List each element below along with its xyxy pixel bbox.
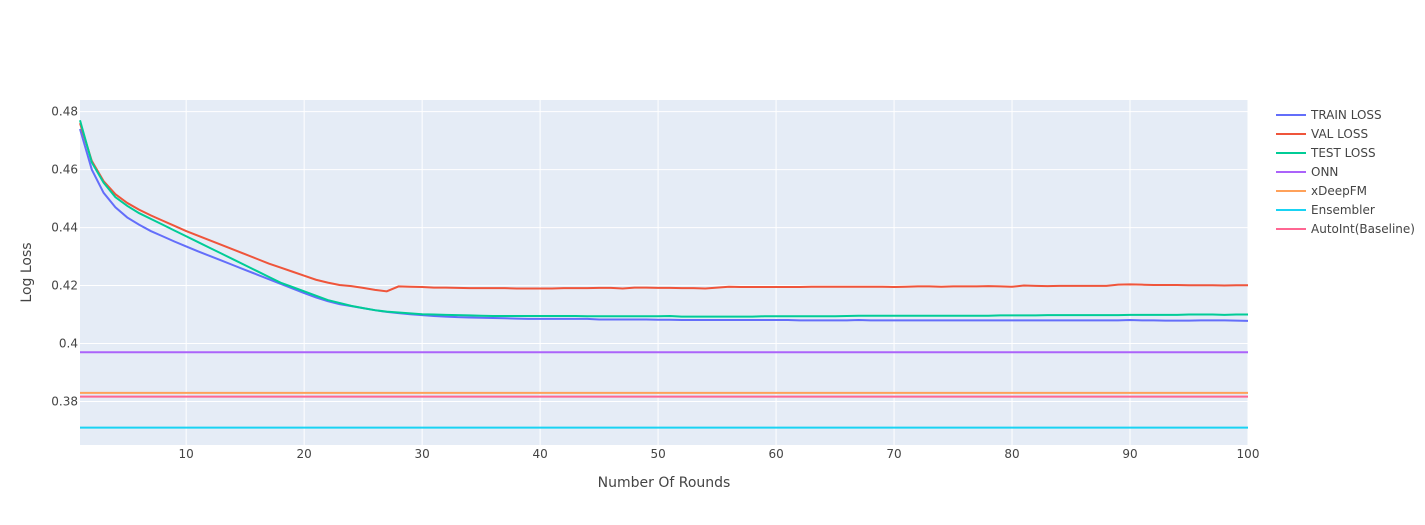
y-tick-label: 0.4 [59,337,78,351]
x-tick-label: 60 [768,447,783,461]
series-lines [79,120,1249,429]
y-tick-label: 0.46 [51,163,78,177]
legend-item-val-loss[interactable]: VAL LOSS [1276,127,1368,141]
legend-item-test-loss[interactable]: TEST LOSS [1276,146,1376,160]
legend-label: TEST LOSS [1310,146,1376,160]
x-axis-title: Number Of Rounds [598,475,731,491]
y-tick-label: 0.44 [51,221,78,235]
gridlines [80,100,1249,445]
y-tick-label: 0.42 [51,279,78,293]
x-tick-label: 50 [650,447,665,461]
legend-label: AutoInt(Baseline) [1311,222,1415,236]
y-axis-title: Log Loss [19,242,35,302]
x-tick-label: 90 [1122,447,1137,461]
x-tick-label: 30 [415,447,430,461]
y-axis-ticks: 0.38 0.4 0.42 0.44 0.46 0.48 [51,105,78,409]
x-tick-label: 10 [179,447,194,461]
legend-label: TRAIN LOSS [1310,108,1382,122]
series-line-train-loss [79,128,1249,322]
y-tick-label: 0.38 [51,395,78,409]
legend-item-ensembler[interactable]: Ensembler [1276,203,1375,217]
x-tick-label: 40 [532,447,547,461]
legend-label: ONN [1311,165,1338,179]
legend-label: VAL LOSS [1311,127,1368,141]
legend-label: xDeepFM [1311,184,1367,198]
legend-item-autoint-baseline[interactable]: AutoInt(Baseline) [1276,222,1415,236]
x-axis-ticks: 10 20 30 40 50 60 70 80 90 100 [179,447,1260,461]
legend[interactable]: TRAIN LOSS VAL LOSS TEST LOSS ONN xDeepFM Ens… [1276,108,1415,236]
legend-item-train-loss[interactable]: TRAIN LOSS [1276,108,1382,122]
x-tick-label: 20 [297,447,312,461]
x-tick-label: 80 [1004,447,1019,461]
y-tick-label: 0.48 [51,105,78,119]
legend-label: Ensembler [1311,203,1375,217]
x-tick-label: 100 [1237,447,1260,461]
x-tick-label: 70 [886,447,901,461]
series-line-val-loss [79,122,1248,293]
plot-area [80,100,1248,445]
series-line-test-loss [79,120,1248,318]
legend-item-onn[interactable]: ONN [1276,165,1338,179]
legend-item-xdeepfm[interactable]: xDeepFM [1276,184,1367,198]
